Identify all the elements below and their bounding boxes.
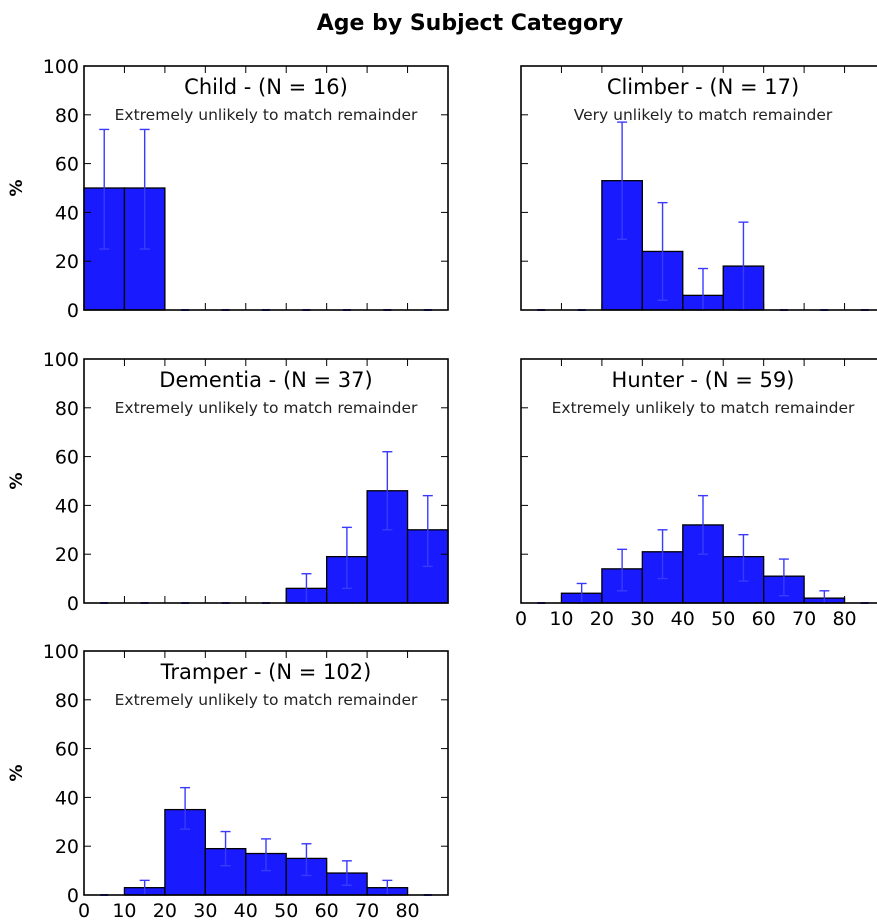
panel-title: Child - (N = 16) <box>184 75 348 99</box>
axes-frame-2 <box>83 358 449 604</box>
y-tick-label: 80 <box>55 690 79 712</box>
error-bar-0-1 <box>139 128 150 250</box>
x-tick-label: 20 <box>590 608 614 630</box>
error-bar-0-0 <box>99 128 110 250</box>
panel-subtitle: Extremely unlikely to match remainder <box>115 399 418 417</box>
error-bar-3-6 <box>778 558 789 597</box>
axes-frame-1 <box>520 65 877 311</box>
error-bar-4-4 <box>261 838 271 872</box>
x-tick-label: 50 <box>274 900 298 921</box>
error-bar-2-8 <box>422 494 433 568</box>
panel-2: 0 20 40 60 80 100 Dementia - (N = 37) Extremely… <box>7 349 449 615</box>
panel-title: Hunter - (N = 59) <box>612 368 795 392</box>
error-bar-3-3 <box>657 529 668 580</box>
axes-frame-0 <box>83 65 449 311</box>
y-axis-label: % <box>7 472 27 489</box>
y-tick-label: 20 <box>55 544 79 566</box>
error-bar-2-6 <box>341 526 352 590</box>
panel-3: 0 10 20 30 40 50 60 70 80 Hunter - (N = 59) Extrem… <box>515 358 877 630</box>
y-tick-label: 0 <box>67 300 79 322</box>
x-tick-label: 30 <box>630 608 654 630</box>
x-tick-label: 70 <box>792 608 816 630</box>
x-tick-label: 20 <box>153 900 177 921</box>
y-tick-label: 80 <box>55 105 79 127</box>
panel-subtitle: Extremely unlikely to match remainder <box>552 399 855 417</box>
error-bar-4-3 <box>220 830 231 867</box>
panel-1: Climber - (N = 17) Very unlikely to match… <box>520 65 877 311</box>
x-tick-label: 50 <box>711 608 735 630</box>
y-tick-label: 100 <box>43 349 79 371</box>
x-tick-label: 80 <box>395 900 419 921</box>
error-bar-1-2 <box>617 121 628 240</box>
y-tick-label: 100 <box>43 641 79 663</box>
error-bar-4-2 <box>180 786 191 830</box>
panel-0: 0 20 40 60 80 100 Child - (N = 16) Extremely un… <box>7 56 449 322</box>
y-tick-label: 40 <box>55 202 79 224</box>
x-tick-label: 10 <box>112 900 136 921</box>
panel-subtitle: Extremely unlikely to match remainder <box>115 691 418 709</box>
y-tick-label: 0 <box>67 593 79 615</box>
y-axis-label: % <box>7 764 27 781</box>
error-bar-3-4 <box>698 494 708 555</box>
y-tick-label: 80 <box>55 398 79 420</box>
panel-title: Dementia - (N = 37) <box>159 368 372 392</box>
error-bar-3-2 <box>617 548 628 592</box>
error-bar-4-6 <box>341 860 352 886</box>
panel-subtitle: Very unlikely to match remainder <box>574 106 833 124</box>
y-axis-label: % <box>7 179 27 196</box>
y-tick-label: 60 <box>55 154 79 176</box>
x-tick-label: 40 <box>671 608 695 630</box>
x-tick-label: 0 <box>78 900 90 921</box>
y-tick-label: 100 <box>43 56 79 78</box>
y-tick-label: 0 <box>67 885 79 907</box>
y-tick-label: 20 <box>55 836 79 858</box>
error-bar-2-7 <box>382 451 393 531</box>
error-bar-1-3 <box>657 201 668 301</box>
x-tick-label: 0 <box>515 608 527 630</box>
y-tick-label: 40 <box>55 787 79 809</box>
panel-subtitle: Extremely unlikely to match remainder <box>115 106 418 124</box>
y-tick-label: 60 <box>55 739 79 761</box>
x-tick-label: 60 <box>752 608 776 630</box>
panel-4: 0 20 40 60 80 100 0 10 20 30 40 50 60 70 80 Tramper - (… <box>7 641 449 921</box>
x-tick-label: 80 <box>832 608 856 630</box>
x-tick-label: 70 <box>355 900 379 921</box>
error-bar-4-5 <box>301 843 312 877</box>
x-tick-label: 60 <box>315 900 339 921</box>
y-tick-label: 60 <box>55 447 79 469</box>
axes-frame-3 <box>520 358 877 604</box>
y-tick-label: 20 <box>55 251 79 273</box>
x-tick-label: 30 <box>193 900 217 921</box>
x-tick-label: 10 <box>549 608 573 630</box>
panel-title: Climber - (N = 17) <box>607 75 799 99</box>
y-tick-label: 40 <box>55 495 79 517</box>
axes-frame-4 <box>83 650 449 896</box>
panel-title: Tramper - (N = 102) <box>160 660 372 684</box>
figure-title: Age by Subject Category <box>317 11 624 36</box>
error-bar-3-5 <box>738 533 749 582</box>
x-tick-label: 40 <box>234 900 258 921</box>
